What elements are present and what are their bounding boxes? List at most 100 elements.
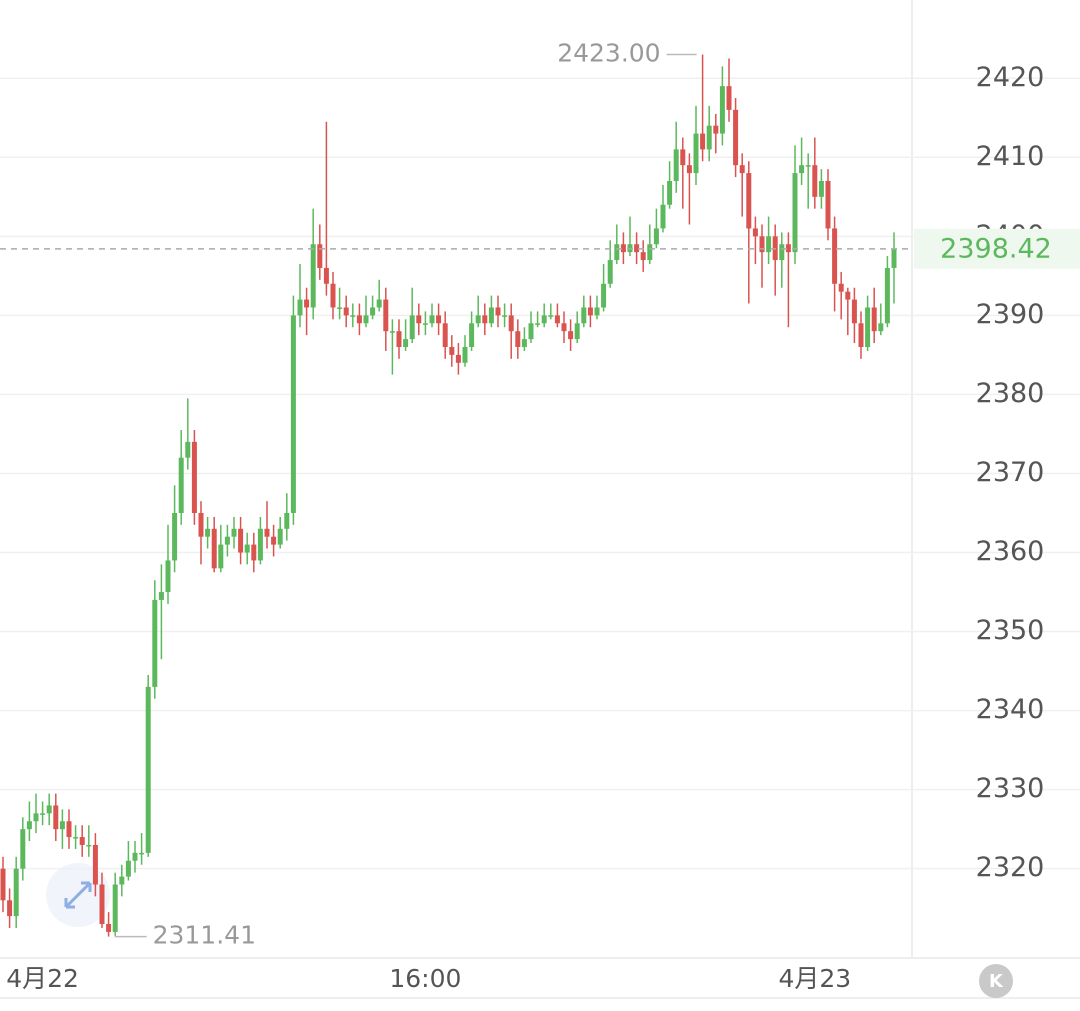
candle-body — [165, 560, 171, 593]
candle-body — [211, 528, 217, 569]
candle-body — [845, 291, 851, 300]
candle-body — [0, 868, 6, 901]
candle-body — [86, 844, 92, 847]
candle-body — [290, 315, 296, 513]
candle-body — [125, 860, 131, 877]
candle-body — [231, 528, 237, 537]
candle-body — [746, 173, 752, 229]
candle-body — [614, 244, 620, 261]
kline-button[interactable]: K — [979, 964, 1013, 998]
y-tick-label: 2420 — [976, 62, 1045, 93]
candle-body — [832, 228, 838, 284]
last-price-box — [914, 228, 1080, 269]
candle-body — [719, 86, 725, 134]
candle-body — [759, 236, 765, 253]
candle-body — [185, 441, 191, 458]
y-tick-label: 2370 — [976, 457, 1045, 488]
candle-body — [812, 165, 818, 197]
candle-body — [601, 283, 607, 308]
candle-body — [475, 315, 481, 324]
candle-body — [297, 299, 303, 316]
candle-body — [541, 315, 547, 324]
candle-body — [647, 244, 653, 261]
y-tick-label: 2330 — [976, 773, 1045, 804]
candle-body — [535, 323, 541, 325]
candle-body — [660, 204, 666, 229]
x-tick-label: 4月23 — [778, 964, 851, 993]
candle-body — [106, 924, 112, 932]
candle-body — [33, 813, 39, 822]
y-tick-label: 2320 — [976, 852, 1045, 883]
candle-body — [370, 307, 376, 316]
candle-body — [462, 346, 468, 363]
candle-body — [132, 852, 138, 861]
candle-body — [700, 133, 706, 150]
candle-body — [825, 181, 831, 229]
candle-body — [46, 805, 52, 814]
candle-body — [528, 323, 534, 340]
candle-body — [726, 86, 732, 110]
candle-body — [383, 299, 389, 332]
candle-body — [257, 528, 263, 561]
candle-body — [139, 852, 145, 855]
candle-body — [792, 173, 798, 253]
candle-body — [667, 181, 673, 205]
candle-body — [396, 331, 402, 347]
candle-body — [488, 307, 494, 324]
candle-body — [330, 283, 336, 308]
candle-body — [521, 339, 527, 347]
candle-body — [733, 109, 739, 166]
candle-body — [343, 307, 349, 316]
candle-body — [304, 299, 310, 308]
candle-body — [66, 821, 72, 838]
candle-body — [574, 323, 580, 340]
candle-body — [310, 244, 316, 308]
candle-body — [548, 315, 554, 317]
candle-body — [112, 884, 118, 932]
candle-body — [568, 331, 574, 340]
candle-body — [119, 876, 125, 885]
candle-body — [799, 165, 805, 174]
candle-body — [317, 244, 323, 268]
candle-body — [620, 244, 626, 253]
candle-body — [152, 599, 158, 687]
y-tick-label: 2390 — [976, 299, 1045, 330]
candle-body — [554, 315, 560, 324]
candle-body — [680, 149, 686, 166]
candle-body — [356, 315, 362, 324]
candle-body — [350, 315, 356, 317]
candle-body — [442, 323, 448, 347]
candle-body — [739, 165, 745, 174]
candle-body — [191, 441, 197, 513]
candle-body — [59, 821, 65, 830]
candle-body — [766, 236, 772, 253]
candle-body — [198, 512, 204, 537]
candle-body — [515, 331, 521, 347]
candle-body — [20, 829, 26, 869]
kline-button-label: K — [989, 971, 1004, 992]
candle-body — [495, 307, 501, 316]
candle-body — [779, 244, 785, 261]
candle-body — [686, 165, 692, 174]
candle-body — [640, 252, 646, 261]
candle-body — [891, 248, 897, 268]
candle-body — [502, 315, 508, 317]
candle-body — [422, 323, 428, 325]
candle-body — [403, 339, 409, 347]
candle-body — [178, 457, 184, 513]
candle-body — [561, 323, 567, 332]
y-tick-label: 2380 — [976, 378, 1045, 409]
candle-body — [389, 331, 395, 333]
candle-body — [92, 844, 98, 885]
candle-body — [284, 512, 290, 529]
candle-body — [363, 315, 369, 324]
candle-body — [818, 181, 824, 197]
candle-body — [581, 307, 587, 324]
candle-body — [172, 512, 178, 561]
candle-body — [271, 536, 277, 545]
candle-body — [277, 528, 283, 545]
candle-body — [251, 544, 257, 561]
candle-body — [449, 346, 455, 355]
candle-body — [436, 315, 442, 324]
y-tick-label: 2360 — [976, 536, 1045, 567]
